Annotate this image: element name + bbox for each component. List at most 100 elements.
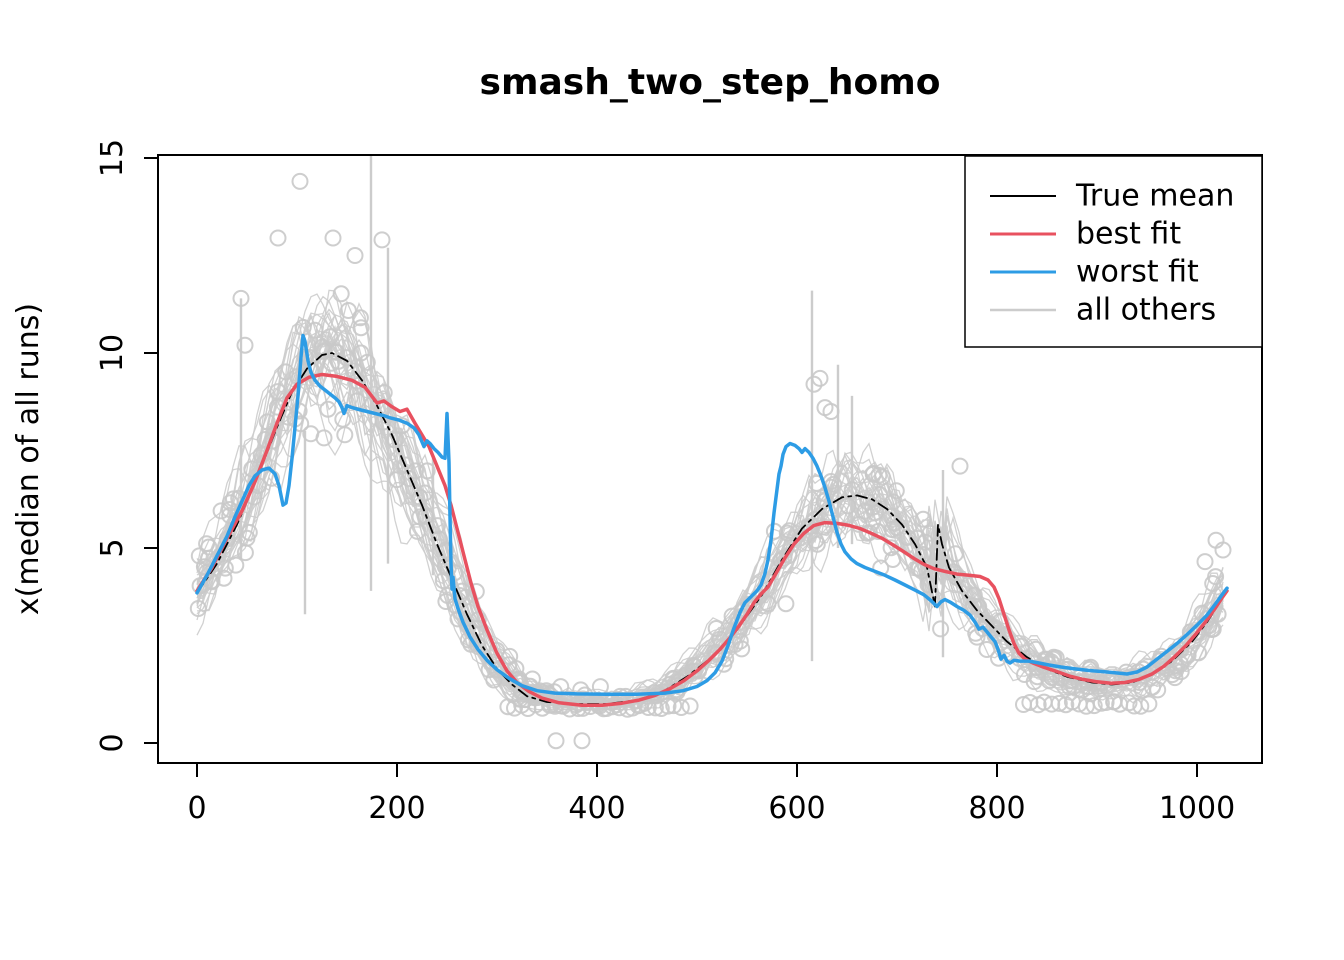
y-tick-label: 15: [95, 139, 130, 177]
legend-label: best fit: [1076, 217, 1181, 252]
scatter-point: [778, 524, 796, 542]
best-fit-line: [195, 372, 1229, 707]
scatter-point: [198, 535, 216, 553]
scatter-point: [319, 400, 337, 418]
y-tick-label: 0: [95, 733, 130, 752]
scatter-point: [306, 321, 324, 339]
scatter-point: [329, 352, 347, 370]
scatter-point: [315, 429, 333, 447]
y-tick-label: 5: [95, 538, 130, 557]
plot-area: [189, 155, 1232, 750]
scatter-point: [541, 696, 558, 714]
x-tick-label: 0: [187, 791, 206, 826]
scatter-point: [337, 349, 355, 367]
plot-border: [157, 154, 1263, 764]
scatter-point: [1167, 662, 1185, 680]
scatter-point: [591, 678, 609, 696]
scatter-point: [811, 369, 829, 387]
scatter-point: [639, 699, 657, 716]
scatter-point: [573, 732, 591, 750]
scatter-point: [681, 697, 699, 715]
scatter-point: [1140, 695, 1158, 713]
scatter-point: [189, 600, 207, 617]
scatter-point: [1190, 644, 1207, 662]
scatter-point: [884, 551, 902, 568]
axes: 0 200 400 600 800 1000 0 5 10 15: [95, 139, 1235, 826]
y-axis-label: x(median of all runs): [11, 303, 46, 615]
scatter-point: [825, 475, 843, 493]
scatter-point: [951, 457, 969, 475]
scatter-point: [290, 402, 308, 420]
scatter-point: [871, 486, 889, 504]
scatter-point: [232, 289, 250, 307]
scatter-point: [227, 556, 245, 574]
scatter-point: [822, 403, 840, 420]
scatter-point: [1052, 669, 1070, 687]
scatter-point: [328, 343, 346, 361]
scatter-point: [352, 319, 370, 337]
scatter-points: [189, 172, 1232, 750]
scatter-point: [1214, 541, 1232, 559]
scatter-point: [908, 529, 926, 547]
fit-lines: [195, 333, 1229, 707]
x-tick-label: 600: [768, 791, 825, 826]
scatter-point: [1132, 697, 1150, 715]
scatter-point: [898, 529, 916, 546]
scatter-point: [569, 700, 587, 717]
scatter-point: [777, 595, 795, 613]
scatter-point: [336, 426, 354, 444]
scatter-point: [321, 328, 339, 346]
scatter-point: [1082, 658, 1100, 676]
scatter-point: [843, 481, 861, 499]
scatter-point: [916, 533, 934, 551]
scatter-point: [358, 353, 376, 371]
scatter-point: [672, 699, 690, 716]
scatter-point: [1085, 697, 1103, 715]
scatter-point: [212, 502, 230, 520]
x-tick-label: 800: [968, 791, 1025, 826]
scatter-point: [418, 462, 436, 480]
scatter-point: [190, 547, 208, 565]
scatter-point: [323, 354, 340, 372]
scatter-point: [488, 641, 506, 659]
scatter-point: [499, 698, 517, 716]
scatter-point: [225, 490, 242, 508]
scatter-point: [451, 587, 469, 604]
chart-title: smash_two_step_homo: [480, 62, 941, 103]
scatter-point: [191, 577, 209, 595]
scatter-point: [780, 522, 798, 540]
scatter-point: [339, 302, 357, 319]
scatter-point: [417, 507, 435, 525]
scatter-point: [965, 586, 983, 604]
scatter-point: [1050, 694, 1068, 712]
y-tick-label: 10: [95, 334, 130, 372]
scatter-point: [964, 597, 982, 615]
scatter-point: [269, 383, 287, 401]
worst-fit-line: [195, 333, 1229, 697]
scatter-point: [332, 285, 350, 303]
scatter-point: [610, 699, 628, 717]
scatter-point: [277, 363, 295, 381]
scatter-point: [659, 697, 677, 715]
scatter-point: [437, 593, 455, 610]
scatter-point: [1089, 677, 1107, 695]
scatter-point: [659, 679, 676, 697]
scatter-point: [346, 247, 364, 264]
scatter-point: [345, 362, 363, 380]
scatter-point: [685, 662, 703, 680]
scatter-point: [1061, 672, 1078, 690]
scatter-point: [970, 598, 988, 616]
scatter-point: [968, 628, 986, 646]
scatter-point: [439, 559, 457, 577]
scatter-point: [646, 699, 664, 717]
scatter-point: [1204, 620, 1222, 638]
scatter-point: [258, 413, 276, 431]
scatter-point: [1097, 694, 1115, 711]
scatter-point: [386, 431, 404, 449]
scatter-point: [873, 468, 891, 486]
legend-box: [964, 155, 1263, 348]
scatter-point: [805, 375, 823, 393]
scatter-point: [839, 497, 857, 515]
scatter-point: [291, 172, 309, 190]
scatter-point: [324, 229, 342, 247]
